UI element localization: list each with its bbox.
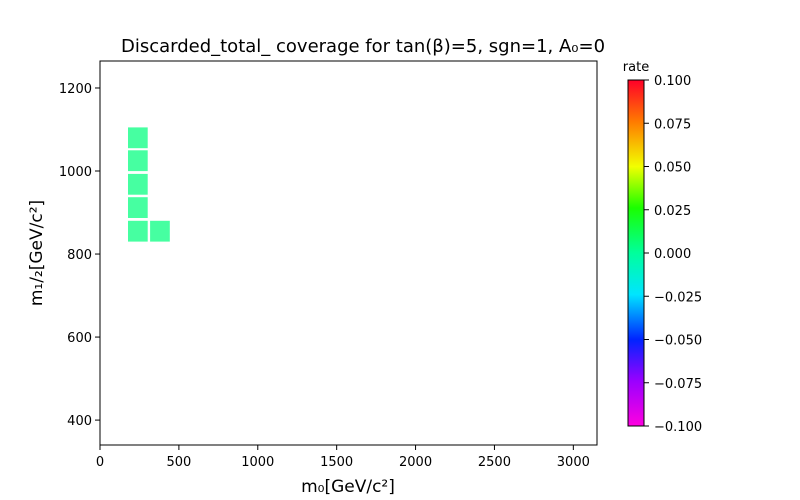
colorbar-tick-label: 0.075 (654, 117, 691, 132)
colorbar: rate 0.100 0.075 0.050 0.025 0.000 −0.025 −0.0… (623, 60, 702, 435)
x-tick-label: 1500 (320, 455, 353, 470)
colorbar-tick-label: 0.000 (654, 247, 691, 262)
heatmap-cell-4 (128, 220, 148, 242)
x-tick-label: 2500 (478, 455, 511, 470)
heatmap-cell-0 (128, 127, 148, 149)
y-tick-label: 800 (67, 248, 92, 263)
colorbar-tick-label: 0.025 (654, 204, 691, 219)
y-tick-label: 1200 (59, 82, 92, 97)
colorbar-tick-label: −0.025 (654, 290, 702, 305)
x-tick-label: 3000 (557, 455, 590, 470)
x-tick-label: 500 (166, 455, 191, 470)
colorbar-tick-label: 0.050 (654, 161, 691, 176)
colorbar-gradient (627, 79, 645, 427)
colorbar-tick-label: −0.075 (654, 377, 702, 392)
heatmap-cell-1 (128, 150, 148, 172)
heatmap-cell-5 (150, 220, 170, 242)
y-tick-label: 600 (67, 331, 92, 346)
heatmap-cell-2 (128, 173, 148, 195)
y-tick-label: 1000 (59, 165, 92, 180)
colorbar-tick-label: 0.100 (654, 74, 691, 89)
y-tick-label: 400 (67, 414, 92, 429)
chart-title: Discarded_total_ coverage for tan(β)=5, … (121, 36, 605, 57)
colorbar-tick-label: −0.100 (654, 420, 702, 435)
y-axis-label: m₁/₂[GeV/c²] (27, 200, 47, 306)
plot-frame (99, 60, 598, 446)
plot-area: 0 500 1000 1500 2000 2500 3000 400 600 800 1000 120… (59, 60, 598, 470)
x-tick-label: 1000 (241, 455, 274, 470)
colorbar-ticks: 0.100 0.075 0.050 0.025 0.000 −0.025 −0.050 −0.… (644, 74, 702, 435)
heatmap-cell-3 (128, 197, 148, 218)
colorbar-title: rate (623, 60, 649, 75)
x-tick-label: 0 (96, 455, 104, 470)
x-tick-label: 2000 (399, 455, 432, 470)
x-axis-label: m₀[GeV/c²] (301, 477, 395, 497)
colorbar-tick-label: −0.050 (654, 334, 702, 349)
